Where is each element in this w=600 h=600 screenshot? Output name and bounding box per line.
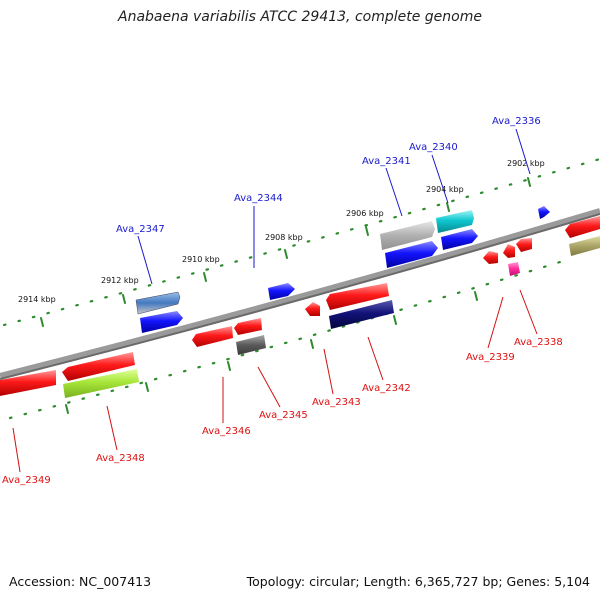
gene-right-edge-olive-arrow	[569, 236, 600, 256]
gene-label-ava-2348: Ava_2348	[96, 453, 145, 464]
top-leader-lines	[137, 128, 531, 285]
gene-ava-2342-red-arrow	[326, 283, 389, 310]
gene-ava-2341-lower-arrow	[385, 241, 438, 268]
genome-stats-text: Topology: circular; Length: 6,365,727 bp…	[246, 574, 590, 589]
gene-label-ava-2347: Ava_2347	[116, 224, 165, 235]
gene-ava-2343-arrow	[305, 302, 320, 316]
gene-label-ava-2339: Ava_2339	[466, 352, 515, 363]
genome-title: Anabaena variabilis ATCC 29413, complete…	[118, 9, 482, 25]
gene-label-ava-2346: Ava_2346	[202, 426, 251, 437]
gene-ava-2338-small-arrow	[503, 244, 515, 258]
upper-scale-track	[2, 157, 600, 327]
kbp-label-2906: 2906 kbp	[346, 209, 384, 218]
gene-ava-2348-red-arrow	[62, 352, 135, 381]
kbp-label-2912: 2912 kbp	[101, 276, 139, 285]
gene-label-ava-2343: Ava_2343	[312, 397, 361, 408]
gene-ava-2348-lime-arrow	[63, 369, 139, 398]
gene-label-ava-2345: Ava_2345	[259, 410, 308, 421]
kbp-label-2908: 2908 kbp	[265, 233, 303, 242]
gene-ava-2349-arrow	[0, 370, 56, 396]
lower-scale-track	[8, 260, 562, 420]
gene-ava-2338-pink-marker	[508, 262, 520, 276]
gene-ava-2340-arrow	[436, 210, 474, 233]
gene-ava-2346-arrow	[192, 326, 233, 347]
kbp-label-2904: 2904 kbp	[426, 185, 464, 194]
gene-right-edge-red-arrow	[565, 216, 600, 238]
gene-ava-2344-arrow	[268, 283, 295, 300]
genome-backbone	[0, 208, 600, 379]
gene-ava-2347-lower-arrow	[140, 311, 183, 333]
gene-ava-2339-arrow	[483, 251, 498, 264]
genome-backbone-shadow	[0, 213, 600, 380]
kbp-label-2914: 2914 kbp	[18, 295, 56, 304]
gene-ava-2336-arrow	[538, 206, 550, 219]
gene-label-ava-2341: Ava_2341	[362, 156, 411, 167]
gene-label-ava-2344: Ava_2344	[234, 193, 283, 204]
gene-ava-2347-arrow	[135, 291, 181, 315]
accession-text: Accession: NC_007413	[9, 574, 152, 589]
gene-ava-2340-lower-arrow	[441, 229, 478, 250]
kbp-label-2910: 2910 kbp	[182, 255, 220, 264]
bottom-leader-lines	[12, 289, 538, 473]
kbp-label-2902: 2902 kbp	[507, 159, 545, 168]
gene-label-ava-2336: Ava_2336	[492, 116, 541, 127]
gene-label-ava-2340: Ava_2340	[409, 142, 458, 153]
gene-label-ava-2342: Ava_2342	[362, 383, 411, 394]
gene-ava-2345-gray-arrow	[236, 335, 266, 355]
gene-ava-2341-arrow	[380, 221, 435, 250]
gene-label-ava-2349: Ava_2349	[2, 475, 51, 486]
gene-ava-2337-arrow	[516, 238, 532, 252]
gene-label-ava-2338: Ava_2338	[514, 337, 563, 348]
gene-ava-2345-red-arrow	[234, 318, 262, 335]
gene-ava-2342-navy-arrow	[329, 300, 394, 329]
